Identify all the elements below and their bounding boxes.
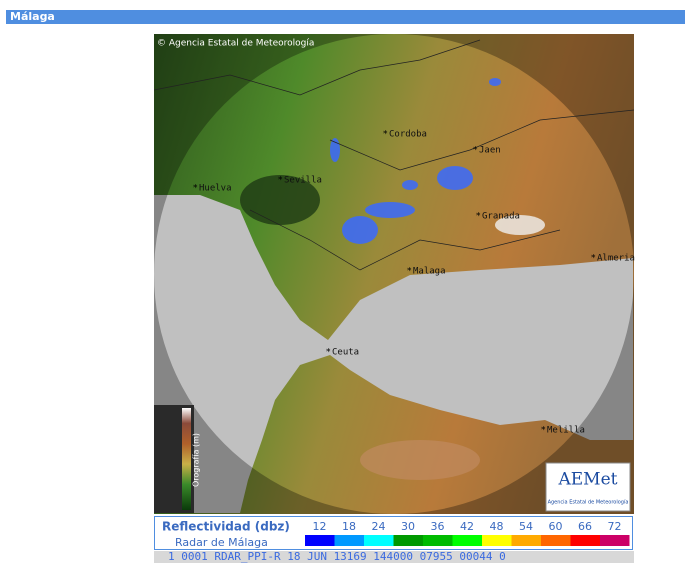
- city-marker: *: [541, 426, 546, 436]
- legend-value: 60: [549, 520, 563, 533]
- logo: [545, 462, 631, 512]
- legend-color: [393, 535, 423, 546]
- legend-value: 24: [372, 520, 386, 533]
- mountains: [360, 440, 480, 480]
- snow: [495, 215, 545, 235]
- city-label: Malaga: [413, 267, 446, 277]
- legend-color: [511, 535, 541, 546]
- legend-color: [541, 535, 571, 546]
- legend-value: 12: [313, 520, 327, 533]
- header-bar: [6, 10, 685, 24]
- legend-value: 54: [519, 520, 533, 533]
- sea: [154, 195, 633, 513]
- borders: [154, 39, 634, 271]
- city-label: Ceuta: [332, 348, 359, 358]
- status-bar: [154, 551, 634, 563]
- legend-color: [305, 535, 335, 546]
- city-marker: *: [591, 254, 596, 264]
- legend-color: [452, 535, 482, 546]
- city-marker: *: [193, 184, 198, 194]
- city-labels: * Cordoba* Jaen* Huelva* Sevilla* Granada* Mal…: [193, 130, 635, 436]
- orography-title: Orografía (m): [192, 433, 201, 487]
- copyright: © Agencia Estatal de Meteorología: [157, 39, 314, 49]
- legend-title: Reflectividad (dbz): [162, 520, 290, 534]
- city-marker: *: [473, 146, 478, 156]
- city-marker: *: [383, 130, 388, 140]
- legend-value: 72: [608, 520, 622, 533]
- city-label: Almeria: [597, 254, 635, 264]
- legend-color: [423, 535, 453, 546]
- echoes: [330, 78, 501, 244]
- city-label: Sevilla: [284, 176, 322, 186]
- legend-color: [334, 535, 364, 546]
- logo-subtitle: Agencia Estatal de Meteorología: [548, 499, 629, 506]
- legend-value: 30: [401, 520, 415, 533]
- city-label: Jaen: [479, 146, 501, 156]
- city-marker: *: [326, 348, 331, 358]
- city-marker: *: [476, 212, 481, 222]
- city-marker: *: [278, 176, 283, 186]
- legend-value: 66: [578, 520, 592, 533]
- status-text: 1 0001 RDAR_PPI-R 18 JUN 13169 144000 07…: [168, 550, 506, 563]
- legend-value: 18: [342, 520, 356, 533]
- legend-value: 42: [460, 520, 474, 533]
- logo-name: AEMet: [558, 470, 618, 490]
- city-label: Huelva: [199, 184, 232, 194]
- legend-color: [570, 535, 600, 546]
- header-title: Málaga: [10, 10, 55, 23]
- city-label: Cordoba: [389, 130, 427, 140]
- radar-map: [154, 34, 634, 514]
- legend-color: [600, 535, 630, 546]
- legend-value: 48: [490, 520, 504, 533]
- city-marker: *: [407, 267, 412, 277]
- reflectivity-scale: 12 18 24 30 36 42 48 54 60 66 72: [305, 520, 630, 546]
- orography-scale: [182, 408, 191, 510]
- legend-subtitle: Radar de Málaga: [175, 536, 268, 549]
- city-label: Melilla: [547, 426, 585, 436]
- legend-color: [364, 535, 394, 546]
- legend-value: 36: [431, 520, 445, 533]
- lowland: [240, 175, 320, 225]
- legend-color: [482, 535, 512, 546]
- city-label: Granada: [482, 212, 520, 222]
